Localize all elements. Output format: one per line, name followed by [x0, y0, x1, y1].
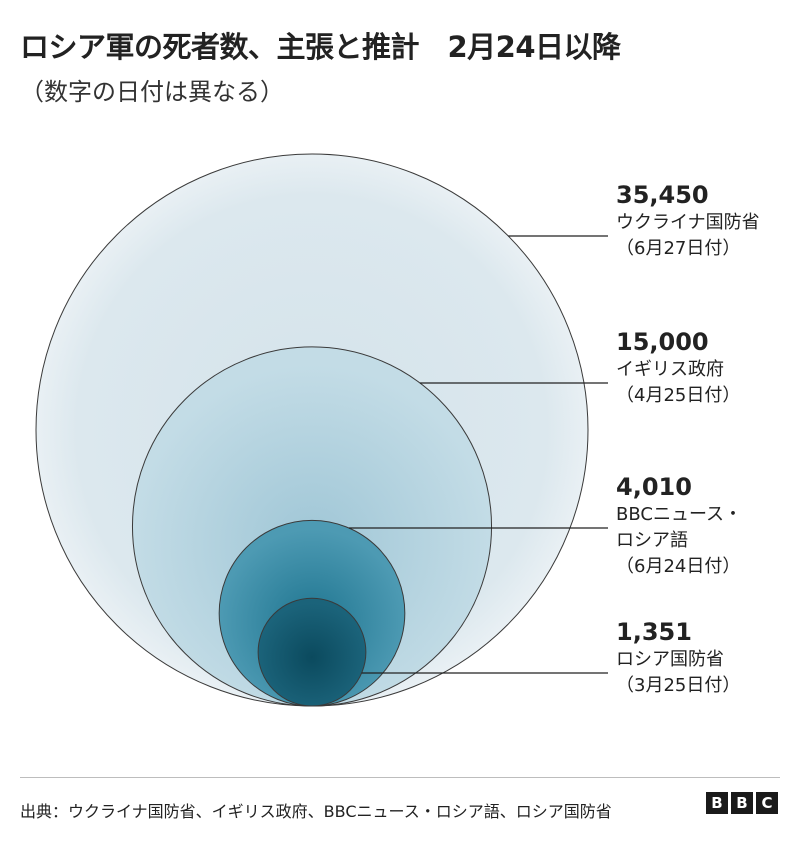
date-label: （6月24日付） — [616, 556, 741, 577]
label-bbc-russian: 4,010 BBCニュース・ ロシア語 （6月24日付） — [616, 472, 742, 580]
date-label: （3月25日付） — [616, 675, 741, 696]
source-label: イギリス政府 — [616, 359, 724, 380]
source-note: 出典：ウクライナ国防省、イギリス政府、BBCニュース・ロシア語、ロシア国防省 — [20, 802, 612, 821]
source-label: BBCニュース・ — [616, 504, 743, 525]
source-label: ロシア国防省 — [616, 649, 724, 670]
chart-title: ロシア軍の死者数、主張と推計 2月24日以降 — [20, 30, 621, 64]
footer-divider — [20, 777, 780, 778]
date-label: （4月25日付） — [616, 385, 741, 406]
label-ukraine-mod: 35,450 ウクライナ国防省 （6月27日付） — [616, 180, 760, 262]
value-label: 1,351 — [616, 618, 692, 646]
bubble-russia-mod — [257, 597, 367, 707]
label-russia-mod: 1,351 ロシア国防省 （3月25日付） — [616, 617, 740, 699]
label-uk-government: 15,000 イギリス政府 （4月25日付） — [616, 327, 740, 409]
value-label: 35,450 — [616, 181, 709, 209]
chart-subtitle: （数字の日付は異なる） — [20, 78, 284, 106]
logo-letter: C — [756, 792, 778, 814]
date-label: （6月27日付） — [616, 238, 741, 259]
source-label: ウクライナ国防省 — [616, 212, 760, 233]
value-label: 4,010 — [616, 473, 692, 501]
bbc-logo: B B C — [706, 792, 778, 814]
value-label: 15,000 — [616, 328, 709, 356]
logo-letter: B — [731, 792, 753, 814]
source-label: ロシア語 — [616, 530, 688, 551]
logo-letter: B — [706, 792, 728, 814]
